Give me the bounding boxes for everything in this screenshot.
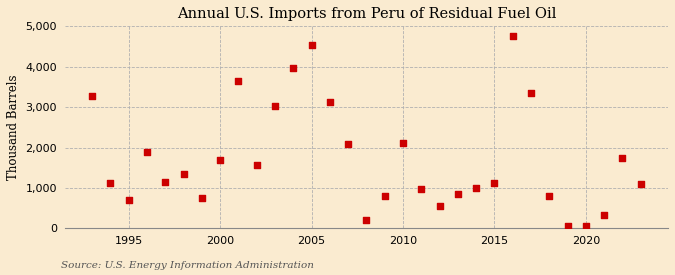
Point <box>124 198 134 202</box>
Point <box>452 191 463 196</box>
Point <box>562 224 573 229</box>
Point <box>87 94 98 98</box>
Point <box>434 204 445 208</box>
Point <box>288 65 298 70</box>
Point <box>635 182 646 186</box>
Point <box>416 187 427 191</box>
Point <box>507 34 518 38</box>
Title: Annual U.S. Imports from Peru of Residual Fuel Oil: Annual U.S. Imports from Peru of Residua… <box>177 7 556 21</box>
Y-axis label: Thousand Barrels: Thousand Barrels <box>7 75 20 180</box>
Point <box>617 156 628 161</box>
Point <box>544 194 555 198</box>
Point <box>343 141 354 146</box>
Point <box>178 172 189 177</box>
Point <box>196 196 207 200</box>
Point <box>306 43 317 47</box>
Point <box>398 141 408 145</box>
Point <box>489 181 500 185</box>
Point <box>361 218 372 222</box>
Point <box>526 90 537 95</box>
Point <box>251 162 262 167</box>
Point <box>325 100 335 104</box>
Point <box>269 104 280 109</box>
Point <box>215 158 225 162</box>
Point <box>580 224 591 228</box>
Point <box>142 149 153 154</box>
Point <box>160 180 171 184</box>
Point <box>379 194 390 198</box>
Point <box>233 79 244 83</box>
Text: Source: U.S. Energy Information Administration: Source: U.S. Energy Information Administ… <box>61 260 314 270</box>
Point <box>470 185 481 190</box>
Point <box>599 213 610 218</box>
Point <box>105 181 116 185</box>
